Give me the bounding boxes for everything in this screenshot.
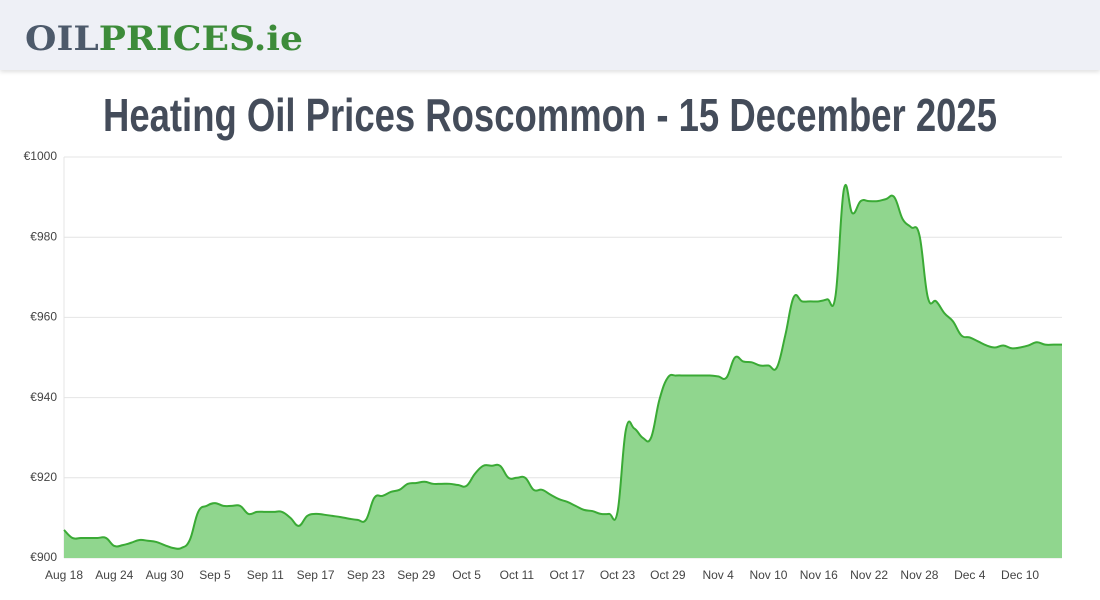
x-tick-label: Sep 11 (247, 568, 284, 582)
logo[interactable]: OIL PRICES.ie (25, 19, 303, 59)
x-tick-label: Oct 5 (452, 568, 481, 582)
x-tick-label: Nov 10 (749, 568, 787, 582)
y-tick-label: €960 (30, 310, 57, 324)
y-tick-label: €920 (30, 470, 57, 484)
logo-second: PRICES.ie (99, 19, 303, 59)
x-tick-label: Oct 23 (600, 568, 636, 582)
chart-title: Heating Oil Prices Roscommon - 15 Decemb… (103, 89, 997, 141)
x-tick-label: Dec 10 (1001, 568, 1039, 582)
x-tick-label: Oct 11 (500, 568, 535, 582)
price-line (63, 184, 1062, 550)
x-tick-label: Dec 4 (954, 568, 986, 582)
header-bar (0, 0, 1100, 70)
x-tick-label: Sep 29 (397, 568, 435, 582)
x-tick-label: Nov 28 (900, 568, 938, 582)
y-tick-label: €980 (30, 229, 57, 243)
x-tick-label: Nov 16 (800, 568, 838, 582)
area-fill (64, 184, 1062, 558)
x-tick-label: Sep 5 (199, 568, 231, 582)
y-tick-label: €1000 (24, 149, 58, 163)
y-tick-label: €940 (30, 390, 57, 404)
x-tick-label: Nov 4 (702, 568, 734, 582)
x-tick-label: Oct 29 (650, 568, 686, 582)
x-tick-label: Aug 24 (95, 568, 133, 582)
x-tick-label: Nov 22 (850, 568, 888, 582)
x-tick-label: Oct 17 (550, 568, 586, 582)
logo-first: OIL (25, 19, 99, 59)
y-tick-label: €900 (30, 550, 57, 564)
x-tick-label: Aug 30 (146, 568, 184, 582)
x-tick-label: Sep 17 (297, 568, 335, 582)
x-tick-label: Aug 18 (45, 568, 83, 582)
x-tick-label: Sep 23 (347, 568, 385, 582)
